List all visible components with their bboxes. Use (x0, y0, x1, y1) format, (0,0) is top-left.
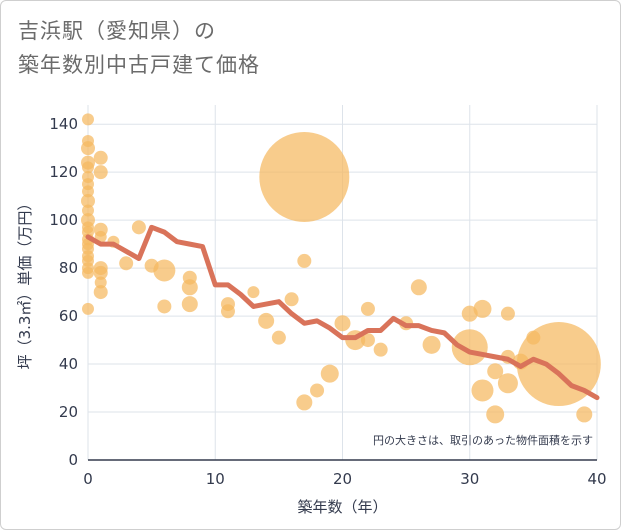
bubble (93, 165, 108, 180)
x-axis-label: 築年数（年） (297, 498, 387, 516)
bubble (93, 150, 108, 165)
bubble (360, 301, 375, 316)
bubble (486, 405, 505, 424)
bubble (284, 292, 299, 307)
title-line-2: 築年数別中古戸建て価格 (18, 53, 260, 77)
bubble (258, 312, 275, 329)
bubble (82, 204, 94, 217)
bubble (259, 131, 350, 222)
bubble (82, 185, 94, 198)
bubble (81, 141, 95, 156)
title-line-1: 吉浜駅（愛知県）の (18, 19, 216, 43)
bubble (82, 113, 94, 126)
bubble (181, 279, 198, 296)
bubble (410, 279, 427, 296)
y-tick-labels: 0 20 40 60 80 100 120 140 (49, 115, 78, 469)
bubble (500, 306, 515, 321)
bubble (82, 266, 94, 279)
y-tick-label: 120 (49, 163, 78, 181)
bubble (516, 322, 601, 407)
bubble (271, 330, 286, 345)
y-tick-label: 80 (59, 259, 78, 277)
bubble (82, 161, 94, 174)
bubble (373, 342, 388, 357)
bubble (131, 220, 146, 235)
bubble (247, 286, 260, 299)
bubble (157, 299, 172, 314)
bubble (81, 193, 95, 208)
y-tick-label: 20 (59, 403, 78, 421)
y-tick-label: 100 (49, 211, 78, 229)
bubble (471, 379, 494, 402)
bubble (93, 285, 108, 300)
bubble (310, 383, 325, 398)
trend-line (85, 224, 600, 401)
bubble (576, 406, 593, 423)
x-tick-labels: 0 10 20 30 40 (83, 470, 606, 488)
x-tick-label: 10 (206, 470, 225, 488)
bubble (497, 373, 518, 394)
bubble (82, 302, 94, 315)
bubble (94, 276, 107, 289)
x-tick-label: 20 (333, 470, 352, 488)
size-note: 円の大きさは、取引のあった物件面積を示す (373, 433, 593, 447)
y-axis-label: 坪（3.3㎡）単価（万円） (16, 196, 34, 370)
bubble (360, 333, 375, 348)
bubble (181, 296, 198, 313)
x-tick-label: 30 (460, 470, 479, 488)
bubble (297, 253, 312, 268)
y-tick-label: 0 (68, 451, 78, 469)
bubble (334, 315, 351, 332)
bubble (320, 364, 339, 383)
x-tick-label: 40 (587, 470, 606, 488)
y-tick-label: 60 (59, 307, 78, 325)
bubble (220, 304, 235, 319)
bubble (296, 394, 313, 411)
x-tick-label: 0 (83, 470, 93, 488)
bubble (473, 299, 492, 318)
bubble (153, 259, 176, 282)
chart-title: 吉浜駅（愛知県）の 築年数別中古戸建て価格 (18, 14, 260, 82)
bubble (487, 363, 504, 380)
y-tick-label: 140 (49, 115, 78, 133)
bubble (119, 256, 134, 271)
bubble (93, 265, 108, 280)
y-tick-label: 40 (59, 355, 78, 373)
bubble (422, 335, 441, 354)
